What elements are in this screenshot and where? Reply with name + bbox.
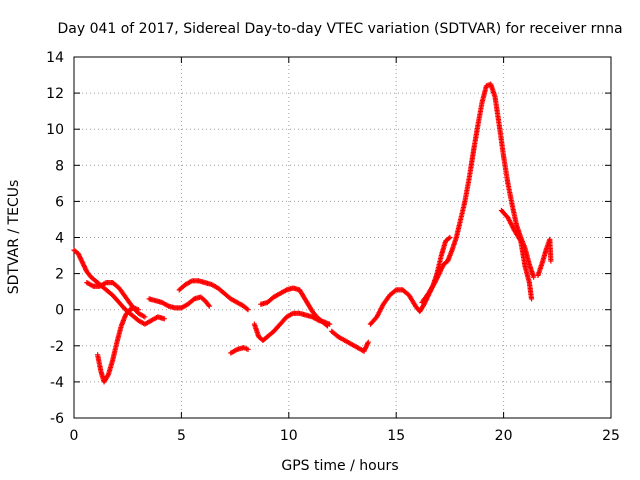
y-tick-label: 10 bbox=[46, 122, 64, 138]
x-tick-label: 5 bbox=[177, 428, 186, 444]
data-points bbox=[71, 81, 554, 385]
data-point bbox=[548, 258, 554, 264]
data-point bbox=[244, 306, 250, 312]
x-axis-label: GPS time / hours bbox=[281, 458, 398, 474]
data-point bbox=[447, 234, 453, 241]
y-tick-label: -2 bbox=[50, 339, 64, 355]
data-point bbox=[392, 288, 398, 294]
chart-title: Day 041 of 2017, Sidereal Day-to-day VTE… bbox=[57, 21, 622, 37]
y-tick-label: 0 bbox=[55, 303, 64, 319]
data-point bbox=[135, 307, 142, 313]
tick-labels: 0 5 10 15 20 25 -6 -4 -2 0 2 4 6 8 10 12 14 bbox=[46, 50, 620, 444]
y-tick-label: 6 bbox=[55, 194, 64, 210]
data-point bbox=[323, 322, 329, 328]
grid bbox=[74, 57, 611, 418]
x-tick-label: 25 bbox=[602, 428, 620, 444]
data-point bbox=[142, 314, 148, 320]
data-point bbox=[365, 339, 371, 345]
plot-frame bbox=[73, 56, 612, 419]
y-tick-label: 12 bbox=[46, 86, 64, 102]
data-point bbox=[528, 296, 535, 302]
y-tick-label: 8 bbox=[55, 158, 64, 174]
y-tick-label: 14 bbox=[46, 50, 64, 66]
x-tick-label: 20 bbox=[495, 428, 513, 444]
y-tick-label: -6 bbox=[50, 411, 64, 427]
y-axis-label: SDTVAR / TECUs bbox=[6, 180, 22, 295]
data-point bbox=[161, 316, 167, 322]
y-tick-label: 4 bbox=[55, 231, 64, 247]
y-tick-label: 2 bbox=[55, 267, 64, 283]
x-tick-label: 15 bbox=[387, 428, 405, 444]
x-tick-label: 0 bbox=[70, 428, 79, 444]
data-point bbox=[245, 307, 251, 313]
x-tick-label: 10 bbox=[280, 428, 298, 444]
y-tick-label: -4 bbox=[50, 375, 64, 391]
data-point bbox=[245, 346, 251, 353]
data-point bbox=[531, 274, 537, 280]
data-point bbox=[324, 323, 331, 329]
data-point bbox=[446, 235, 452, 242]
data-point bbox=[205, 302, 212, 308]
data-point bbox=[206, 303, 212, 309]
